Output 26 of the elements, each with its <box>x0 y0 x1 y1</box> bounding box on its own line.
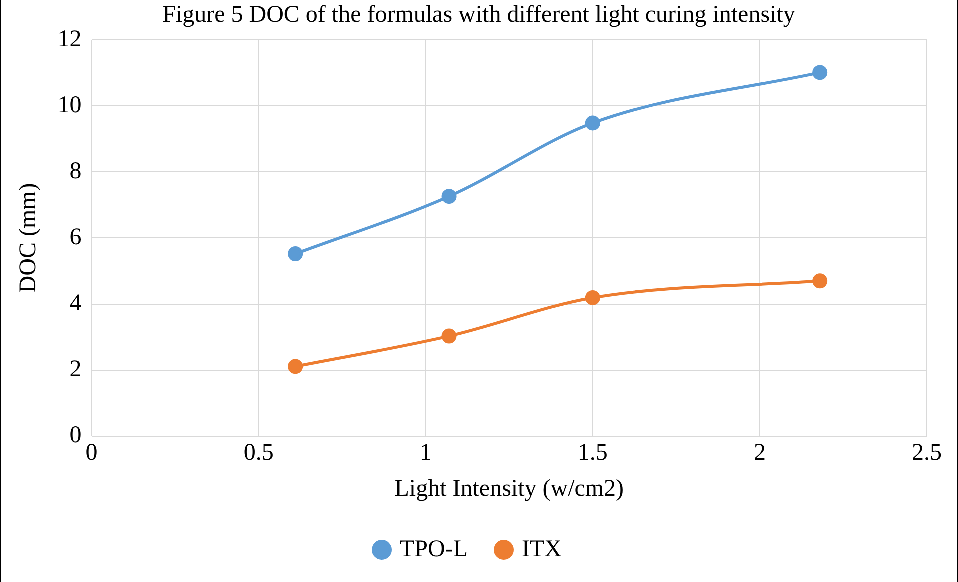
point <box>812 274 828 289</box>
x-axis-title: Light Intensity (w/cm2) <box>394 476 624 502</box>
x-tick-label: 1 <box>420 440 432 466</box>
y-tick-label: 4 <box>70 290 82 317</box>
y-tick-label: 10 <box>58 92 82 118</box>
x-tick-label: 2.5 <box>912 440 942 466</box>
y-tick-label: 8 <box>70 158 82 184</box>
point <box>585 290 600 306</box>
y-tick-label: 2 <box>70 356 82 383</box>
x-tick-label: 1.5 <box>578 440 608 466</box>
point <box>288 359 304 374</box>
x-tick-label: 0 <box>86 440 98 466</box>
y-axis-title: DOC (mm) <box>16 183 42 294</box>
point <box>442 189 457 204</box>
y-tick-label: 0 <box>70 422 82 449</box>
point <box>442 328 457 344</box>
y-tick-label: 6 <box>70 224 82 250</box>
legend-label: ITX <box>522 536 562 562</box>
chart-title: Figure 5 DOC of the formulas with different light curing intensity <box>162 2 796 28</box>
y-tick-label: 12 <box>58 26 82 52</box>
point <box>288 246 304 262</box>
legend-label: TPO-L <box>400 536 468 562</box>
point <box>585 116 600 131</box>
x-tick-label: 0.5 <box>244 440 274 466</box>
point <box>812 65 828 80</box>
x-tick-label: 2 <box>754 440 766 466</box>
